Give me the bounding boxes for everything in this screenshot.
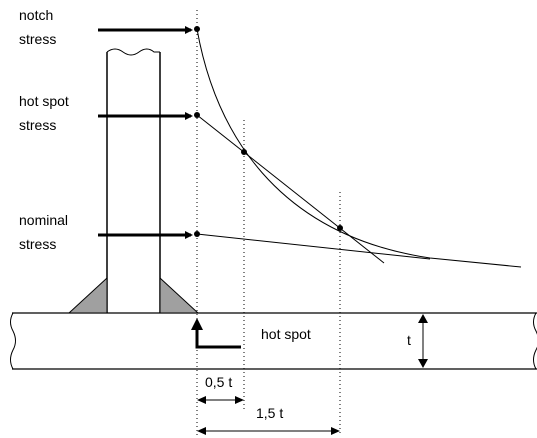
hot-spot-stress-point	[194, 112, 200, 118]
notch-stress-label: notch stress	[19, 7, 57, 47]
plate-break-right	[533, 312, 537, 370]
nominal-stress-label: nominal stress	[19, 212, 72, 252]
weld-right	[159, 276, 200, 314]
thickness-dimension	[418, 314, 428, 368]
attachment-break	[106, 48, 160, 56]
dimension-0-5t	[197, 396, 244, 404]
hot-spot-extrapolation-line	[196, 114, 385, 264]
plate-break-left	[10, 312, 16, 370]
hot-spot-marker	[191, 318, 241, 349]
dimension-1-5t-label: 1,5 t	[256, 405, 283, 421]
hot-spot-stress-label: hot spot stress	[19, 93, 73, 133]
hot-spot-label: hot spot	[261, 326, 311, 342]
attachment	[106, 48, 161, 313]
dimension-1-5t	[197, 427, 340, 435]
dimension-0-5t-label: 0,5 t	[205, 374, 232, 390]
stress-points	[194, 26, 343, 237]
read-out-point-1-5t	[337, 225, 343, 231]
nominal-stress-point	[194, 231, 200, 237]
notch-stress-point	[194, 26, 200, 32]
read-out-point-0-5t	[241, 149, 247, 155]
weld-left	[67, 276, 108, 314]
notch-stress-curve	[196, 28, 522, 268]
thickness-label: t	[407, 332, 411, 348]
nominal-stress-line	[196, 233, 431, 260]
